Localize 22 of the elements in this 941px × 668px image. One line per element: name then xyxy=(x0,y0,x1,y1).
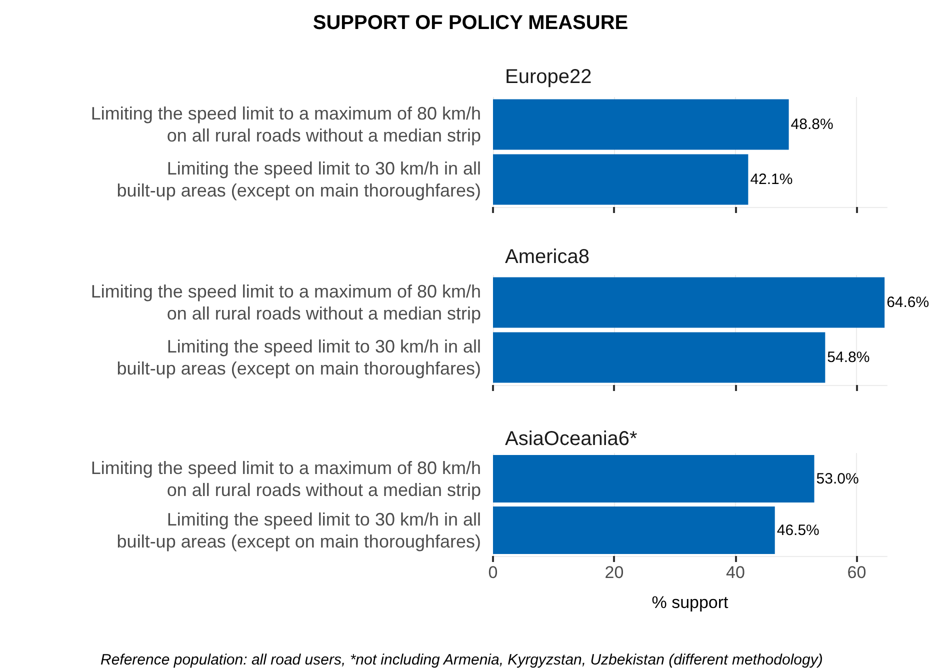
x-tick-label: 20 xyxy=(604,563,624,582)
x-tick-label: 60 xyxy=(847,563,866,582)
y-tick-label: Limiting the speed limit to a maximum of 80 km/h on all rural roads without a median strip xyxy=(90,458,481,500)
data-label: 53.0% xyxy=(816,470,859,488)
data-label: 48.8% xyxy=(790,116,834,133)
chart-subtitle: Europe22 xyxy=(505,66,592,88)
data-label: 42.1% xyxy=(750,171,793,188)
y-tick-label: Limiting the speed limit to 30 km/h in all built-up areas (except on main thoroughfares) xyxy=(116,158,481,200)
y-tick-label: Limiting the speed limit to 30 km/h in all built-up areas (except on main thoroughfares) xyxy=(116,509,481,552)
text: Reference population: all road users, *not including Armenia, Kyrgyzstan, Uzbekistan (different methodology) xyxy=(100,652,823,668)
chart-subtitle: AsiaOceania6* xyxy=(505,428,638,450)
y-tick-label: Limiting the speed limit to a maximum of 80 km/h on all rural roads without a median strip xyxy=(90,282,481,324)
chart-subtitle: America8 xyxy=(505,246,590,268)
data-label: 54.8% xyxy=(827,349,870,366)
y-tick-label: Limiting the speed limit to a maximum of 80 km/h on all rural roads without a median strip xyxy=(90,104,481,146)
x-axis-title: % support xyxy=(652,593,729,612)
x-tick-label: 40 xyxy=(726,563,745,582)
y-tick-label: Limiting the speed limit to 30 km/h in all built-up areas (except on main thoroughfares) xyxy=(116,336,481,378)
chart-title: SUPPORT OF POLICY MEASURE xyxy=(312,12,628,34)
data-label: 64.6% xyxy=(886,294,930,311)
data-label: 46.5% xyxy=(776,522,820,539)
x-tick-label: 0 xyxy=(488,563,498,582)
